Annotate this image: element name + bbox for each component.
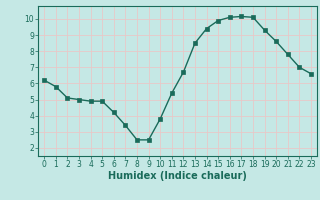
X-axis label: Humidex (Indice chaleur): Humidex (Indice chaleur) <box>108 171 247 181</box>
